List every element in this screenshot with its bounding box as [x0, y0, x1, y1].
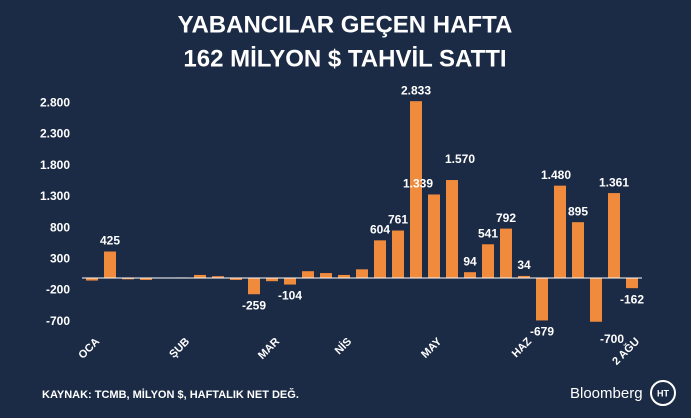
y-tick-label: -700 — [46, 314, 70, 328]
bar — [374, 240, 386, 279]
value-label: 895 — [568, 204, 588, 218]
value-label: 1.570 — [445, 152, 475, 166]
bar — [536, 278, 548, 321]
logo: HT — [657, 388, 669, 398]
bar — [284, 278, 296, 285]
y-tick-label: 300 — [50, 251, 70, 265]
bar — [500, 228, 512, 279]
value-label: -104 — [278, 289, 302, 303]
value-label: 425 — [100, 234, 120, 248]
y-tick-label: 800 — [50, 220, 70, 234]
bar — [86, 278, 98, 281]
value-label: 2.833 — [401, 83, 431, 97]
value-label: 1.339 — [403, 177, 433, 191]
value-label: 761 — [388, 213, 408, 227]
bar — [428, 194, 440, 279]
chart-title: YABANCILAR GEÇEN HAFTA — [178, 11, 513, 38]
logo-ring — [650, 380, 676, 406]
bar — [464, 272, 476, 279]
bar — [626, 278, 638, 289]
y-tick-label: 1.300 — [40, 189, 70, 203]
bar — [194, 274, 206, 279]
value-label: -162 — [620, 292, 644, 306]
bar — [104, 251, 116, 279]
bar — [410, 101, 422, 279]
bar — [608, 193, 620, 279]
bar — [122, 278, 134, 280]
bar — [266, 278, 278, 282]
value-label: 1.361 — [599, 175, 629, 189]
bar — [482, 244, 494, 279]
bar — [248, 278, 260, 295]
brand: Bloomberg — [570, 385, 643, 402]
bar — [356, 269, 368, 279]
value-label: 604 — [370, 223, 390, 237]
value-label: -700 — [600, 332, 624, 346]
bar — [338, 274, 350, 279]
bar — [320, 273, 332, 279]
bar — [446, 180, 458, 279]
value-label: 94 — [463, 254, 477, 268]
value-label: -259 — [242, 298, 266, 312]
y-tick-label: 2.800 — [40, 95, 70, 109]
bar — [518, 275, 530, 279]
bar — [302, 271, 314, 279]
bar — [590, 278, 602, 322]
y-tick-label: 2.300 — [40, 127, 70, 141]
bar — [392, 230, 404, 279]
value-label: 34 — [517, 258, 531, 272]
bar — [212, 276, 224, 279]
y-tick-label: -200 — [46, 283, 70, 297]
value-label: 541 — [478, 226, 498, 240]
bar — [230, 278, 242, 280]
bar — [140, 278, 152, 280]
source: KAYNAK: TCMB, MİLYON $, HAFTALIK NET DEĞ… — [42, 388, 299, 401]
value-label: -679 — [530, 325, 554, 339]
value-label: 792 — [496, 211, 516, 225]
chart-subtitle: 162 MİLYON $ TAHVİL SATTI — [183, 45, 506, 72]
y-tick-label: 1.800 — [40, 158, 70, 172]
value-label: 1.480 — [541, 168, 571, 182]
bar — [572, 222, 584, 279]
bar — [554, 185, 566, 279]
